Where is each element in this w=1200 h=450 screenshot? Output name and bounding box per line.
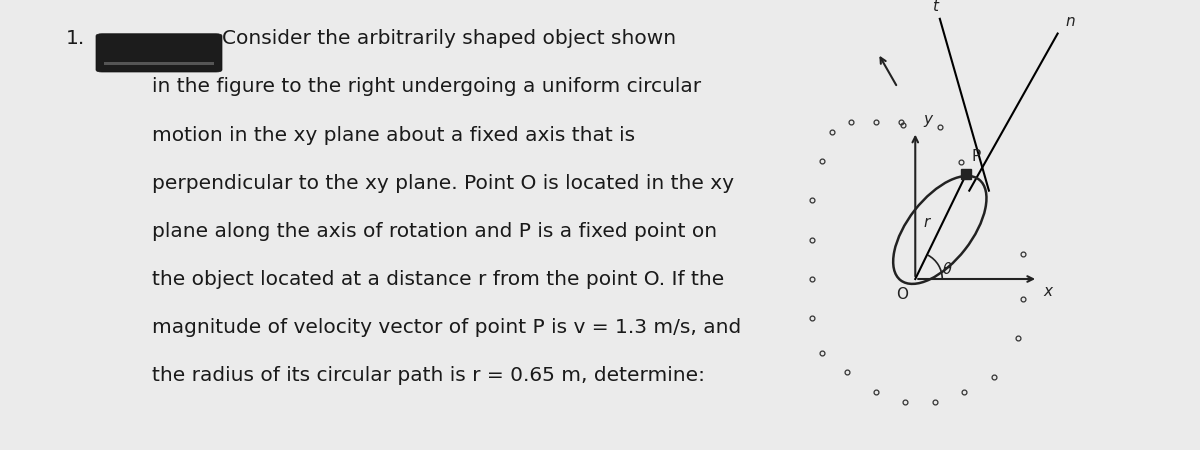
Text: $\theta$: $\theta$ — [942, 261, 953, 277]
Text: motion in the xy plane about a fixed axis that is: motion in the xy plane about a fixed axi… — [152, 126, 636, 144]
Text: y: y — [923, 112, 932, 127]
Text: t: t — [932, 0, 938, 14]
Text: the object located at a distance r from the point O. If the: the object located at a distance r from … — [152, 270, 725, 289]
FancyBboxPatch shape — [104, 62, 214, 65]
FancyBboxPatch shape — [96, 34, 222, 72]
Text: perpendicular to the xy plane. Point O is located in the xy: perpendicular to the xy plane. Point O i… — [152, 174, 734, 193]
Text: plane along the axis of rotation and P is a fixed point on: plane along the axis of rotation and P i… — [152, 222, 718, 241]
Text: magnitude of velocity vector of point P is v = 1.3 m/s, and: magnitude of velocity vector of point P … — [152, 318, 742, 337]
Text: n: n — [1066, 14, 1075, 29]
Text: 1.: 1. — [66, 29, 85, 48]
Text: the radius of its circular path is r = 0.65 m, determine:: the radius of its circular path is r = 0… — [152, 366, 706, 385]
Text: O: O — [896, 287, 908, 302]
Text: in the figure to the right undergoing a uniform circular: in the figure to the right undergoing a … — [152, 77, 702, 96]
Text: P: P — [972, 149, 980, 164]
Text: Consider the arbitrarily shaped object shown: Consider the arbitrarily shaped object s… — [222, 29, 676, 48]
Text: r: r — [924, 215, 930, 230]
Text: x: x — [1043, 284, 1052, 299]
